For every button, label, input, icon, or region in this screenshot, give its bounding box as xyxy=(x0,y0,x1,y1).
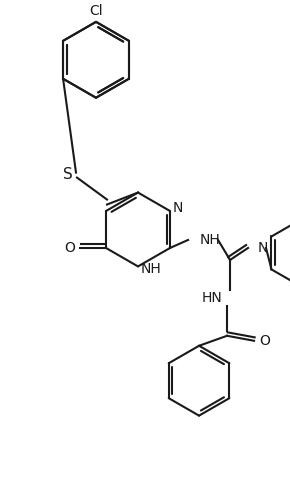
Text: O: O xyxy=(259,334,270,348)
Text: N: N xyxy=(258,241,269,255)
Text: N: N xyxy=(173,201,183,215)
Text: HN: HN xyxy=(201,291,222,305)
Text: O: O xyxy=(64,241,75,255)
Text: S: S xyxy=(63,167,73,182)
Text: Cl: Cl xyxy=(89,4,103,18)
Text: NH: NH xyxy=(141,262,162,277)
Text: NH: NH xyxy=(200,233,221,247)
